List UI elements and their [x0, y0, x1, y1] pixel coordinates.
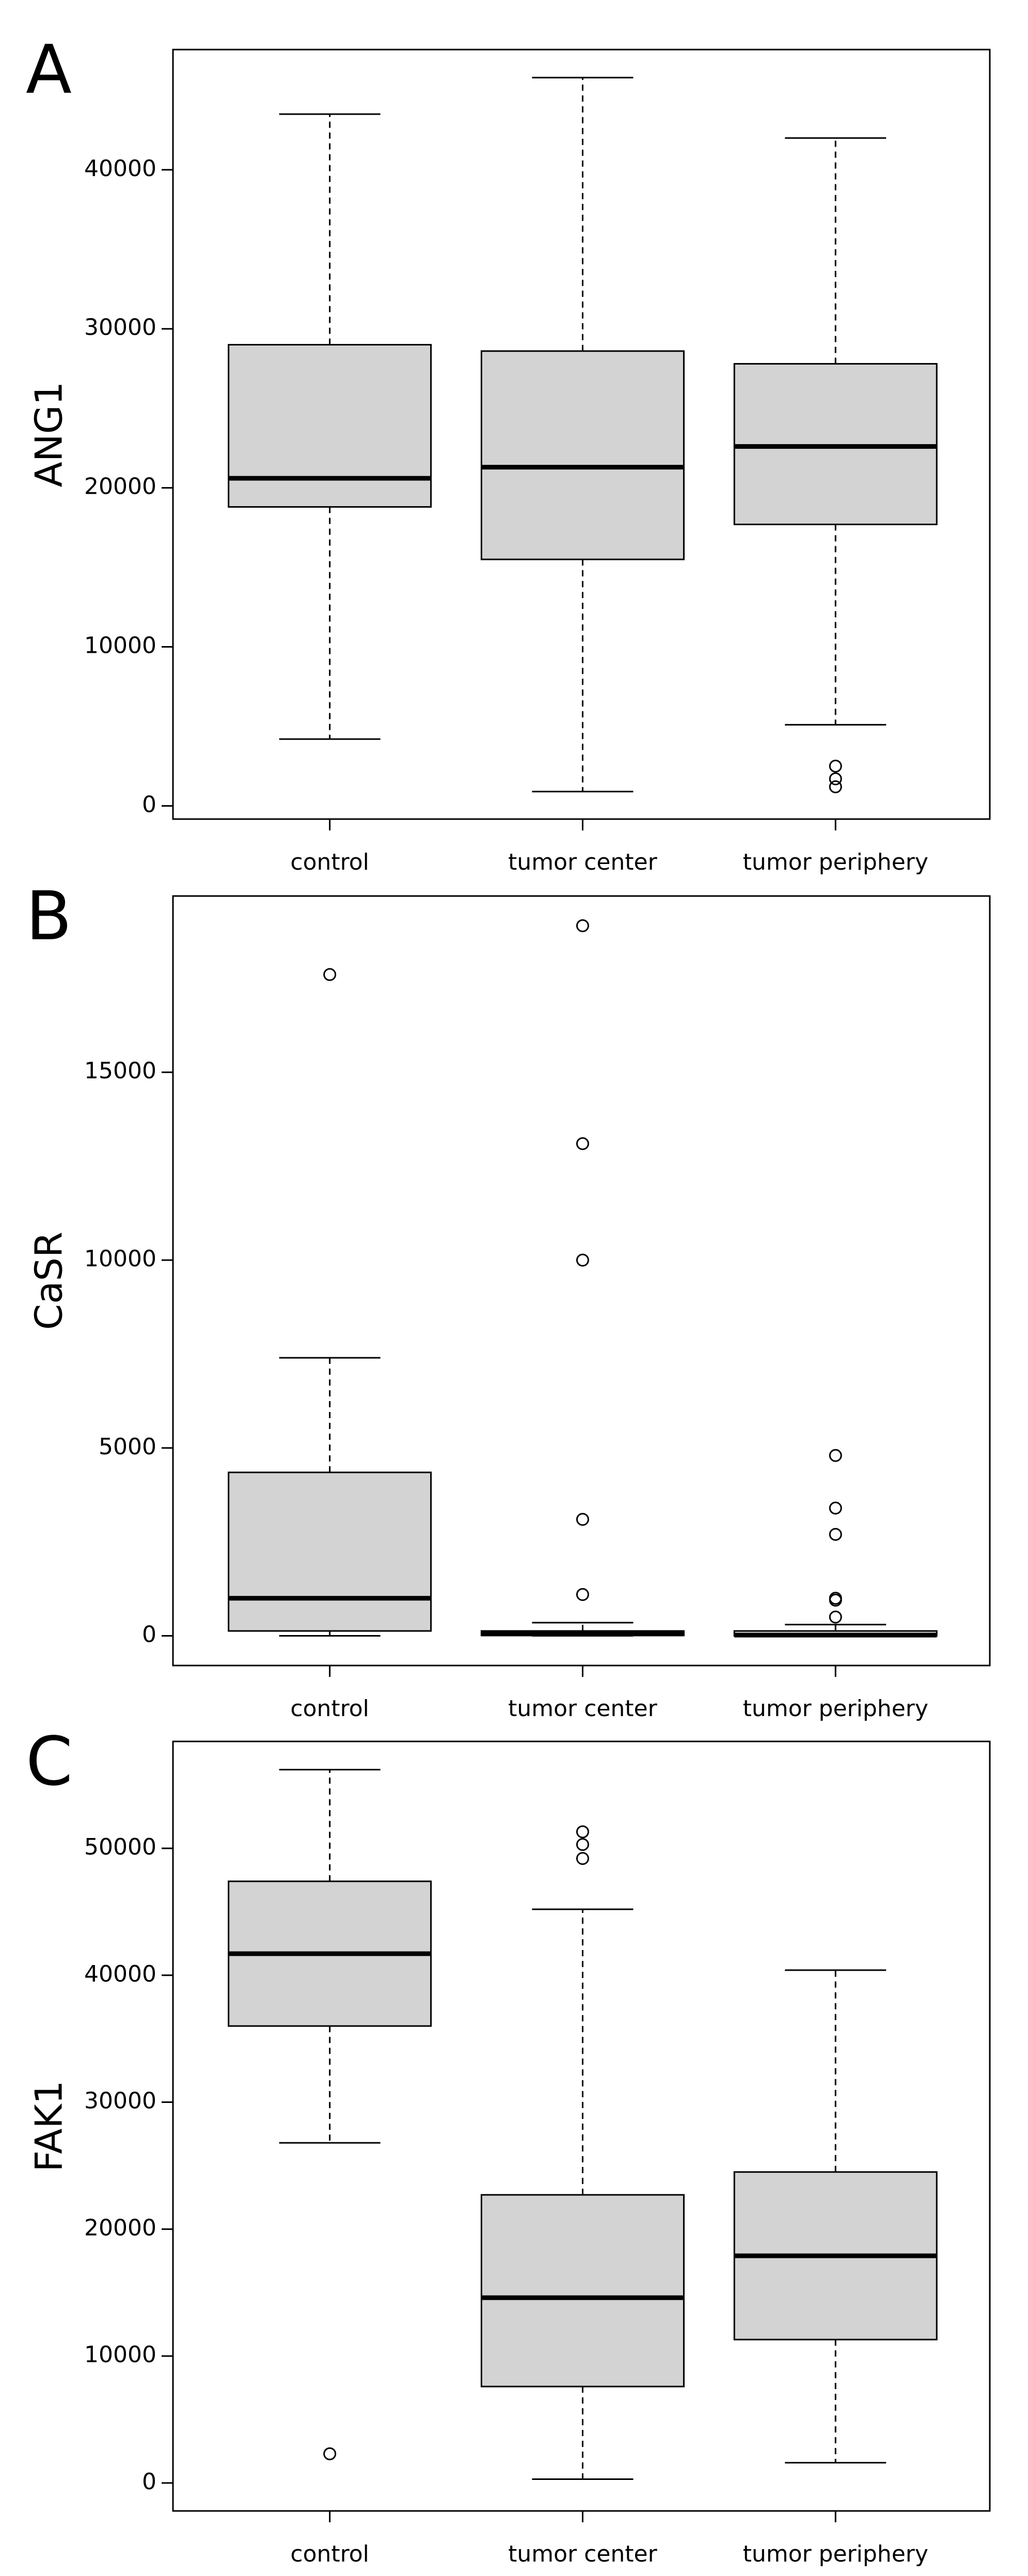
x-tick-label: tumor periphery [743, 2541, 928, 2567]
y-tick-label: 10000 [84, 1246, 156, 1272]
x-tick-label: tumor center [508, 2541, 657, 2567]
x-tick-label: tumor center [508, 1695, 657, 1722]
x-tick-label: control [290, 2541, 369, 2567]
x-tick-label: control [290, 849, 369, 875]
outlier [576, 1825, 589, 1839]
box [480, 350, 685, 560]
plot-frame [172, 1740, 991, 2512]
outlier [829, 1610, 842, 1624]
outlier [576, 919, 589, 932]
box [480, 2194, 685, 2387]
plot-frame [172, 49, 991, 820]
y-axis-title: ANG1 [27, 382, 71, 488]
y-tick-label: 50000 [84, 1834, 156, 1860]
panel-label: A [26, 30, 72, 109]
plot-frame [172, 895, 991, 1667]
x-tick-label: tumor center [508, 849, 657, 875]
y-tick-label: 15000 [84, 1058, 156, 1084]
outlier [576, 1513, 589, 1526]
outlier [829, 759, 842, 773]
panel-label: C [26, 1722, 73, 1801]
outlier [829, 772, 842, 786]
y-tick-label: 20000 [84, 474, 156, 500]
y-tick-label: 0 [142, 791, 156, 818]
x-tick-label: control [290, 1695, 369, 1722]
x-tick-label: tumor periphery [743, 849, 928, 875]
y-tick-label: 10000 [84, 633, 156, 659]
outlier [829, 1593, 842, 1607]
y-tick-label: 0 [142, 1622, 156, 1648]
y-tick-label: 30000 [84, 315, 156, 341]
outlier [323, 2447, 337, 2460]
x-tick-label: tumor periphery [743, 1695, 928, 1722]
outlier [829, 780, 842, 793]
outlier [829, 1501, 842, 1515]
y-tick-label: 10000 [84, 2342, 156, 2368]
box [733, 363, 938, 525]
outlier [829, 1528, 842, 1541]
outlier [829, 1449, 842, 1462]
y-tick-label: 30000 [84, 2088, 156, 2114]
outlier [576, 1137, 589, 1150]
outlier [576, 1588, 589, 1601]
outlier [576, 1253, 589, 1267]
outlier [576, 1852, 589, 1865]
panel-label: B [26, 877, 72, 955]
y-tick-label: 40000 [84, 1961, 156, 1987]
outlier [576, 1838, 589, 1851]
y-tick-label: 0 [142, 2469, 156, 2495]
y-tick-label: 40000 [84, 155, 156, 182]
box [228, 343, 432, 508]
y-tick-label: 5000 [99, 1434, 156, 1460]
y-axis-title: CaSR [27, 1232, 71, 1330]
outlier [323, 968, 337, 981]
y-tick-label: 20000 [84, 2214, 156, 2241]
y-axis-title: FAK1 [27, 2080, 71, 2172]
box [228, 1471, 432, 1632]
